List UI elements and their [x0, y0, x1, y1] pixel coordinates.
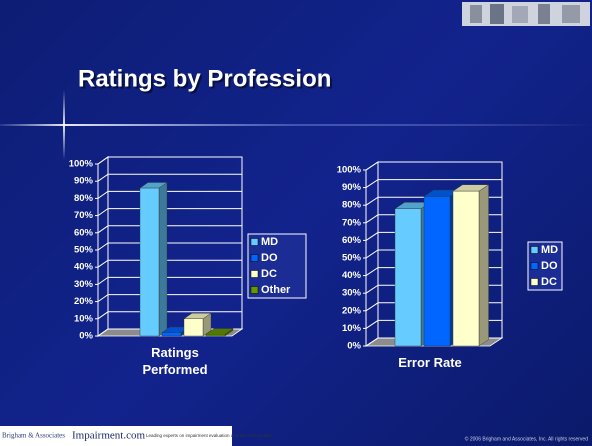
grid-line [366, 162, 502, 170]
y-tick-label: 100% [337, 165, 362, 176]
bar [453, 191, 479, 346]
y-tick-label: 50% [74, 245, 94, 256]
bar-side [479, 185, 489, 346]
bar [184, 319, 203, 336]
grid-line [98, 295, 242, 302]
photo-strip [462, 2, 590, 26]
legend-label: DC [541, 276, 557, 288]
bar [424, 196, 450, 346]
legend-label: Other [261, 284, 291, 296]
legend-label: DO [541, 260, 558, 272]
y-tick-label: 90% [342, 182, 362, 193]
y-tick-label: 10% [74, 313, 94, 324]
y-tick-label: 60% [342, 235, 362, 246]
bar [140, 188, 159, 336]
grid-line [98, 260, 242, 267]
legend-swatch [531, 247, 538, 254]
legend-swatch [531, 279, 538, 286]
y-tick-label: 0% [347, 341, 361, 352]
chart-canvas: Ratings by Profession Ratings by Profess… [0, 0, 592, 446]
grid-line [98, 226, 242, 233]
y-tick-label: 20% [74, 296, 94, 307]
grid-line [98, 191, 242, 198]
y-tick-label: 30% [342, 288, 362, 299]
y-tick-label: 10% [342, 323, 362, 334]
bar [395, 209, 421, 346]
legend-label: MD [541, 244, 558, 256]
grid-line [98, 243, 242, 250]
legend-swatch [531, 263, 538, 270]
y-tick-label: 40% [74, 262, 94, 273]
y-tick-label: 80% [342, 200, 362, 211]
logo-tagline: Leading experts on impairment evaluation… [146, 433, 273, 438]
y-tick-label: 30% [74, 279, 94, 290]
flare-line [0, 124, 592, 126]
grid-line [98, 312, 242, 319]
y-tick-label: 80% [74, 193, 94, 204]
logo-site: Impairment.com [72, 430, 145, 442]
legend-swatch [251, 239, 258, 246]
y-tick-label: 90% [74, 176, 94, 187]
legend-label: MD [261, 236, 278, 248]
legend-swatch [251, 271, 258, 278]
flare-line [63, 90, 65, 160]
grid-line [98, 157, 242, 164]
copyright: © 2006 Brigham and Associates, Inc. All … [465, 435, 588, 442]
slide-title: Ratings by Profession [78, 65, 331, 92]
y-tick-label: 70% [342, 217, 362, 228]
y-tick-label: 0% [79, 331, 93, 342]
grid-line [98, 277, 242, 284]
bar [162, 333, 181, 336]
legend-swatch [251, 287, 258, 294]
legend-label: DC [261, 268, 277, 280]
bar-side [159, 182, 167, 336]
category-label: Error Rate [385, 354, 475, 371]
slide: Ratings by Profession Ratings by Profess… [0, 0, 592, 446]
y-tick-label: 20% [342, 305, 362, 316]
category-label: Ratings Performed [130, 344, 220, 378]
bar [206, 334, 225, 336]
y-tick-label: 70% [74, 210, 94, 221]
y-tick-label: 40% [342, 270, 362, 281]
y-tick-label: 100% [69, 159, 94, 170]
legend-label: DO [261, 252, 278, 264]
y-tick-label: 50% [342, 253, 362, 264]
grid-line [98, 174, 242, 181]
logo-company: Brigham & Associates [2, 432, 65, 440]
legend-swatch [251, 255, 258, 262]
grid-line [98, 209, 242, 216]
y-tick-label: 60% [74, 227, 94, 238]
